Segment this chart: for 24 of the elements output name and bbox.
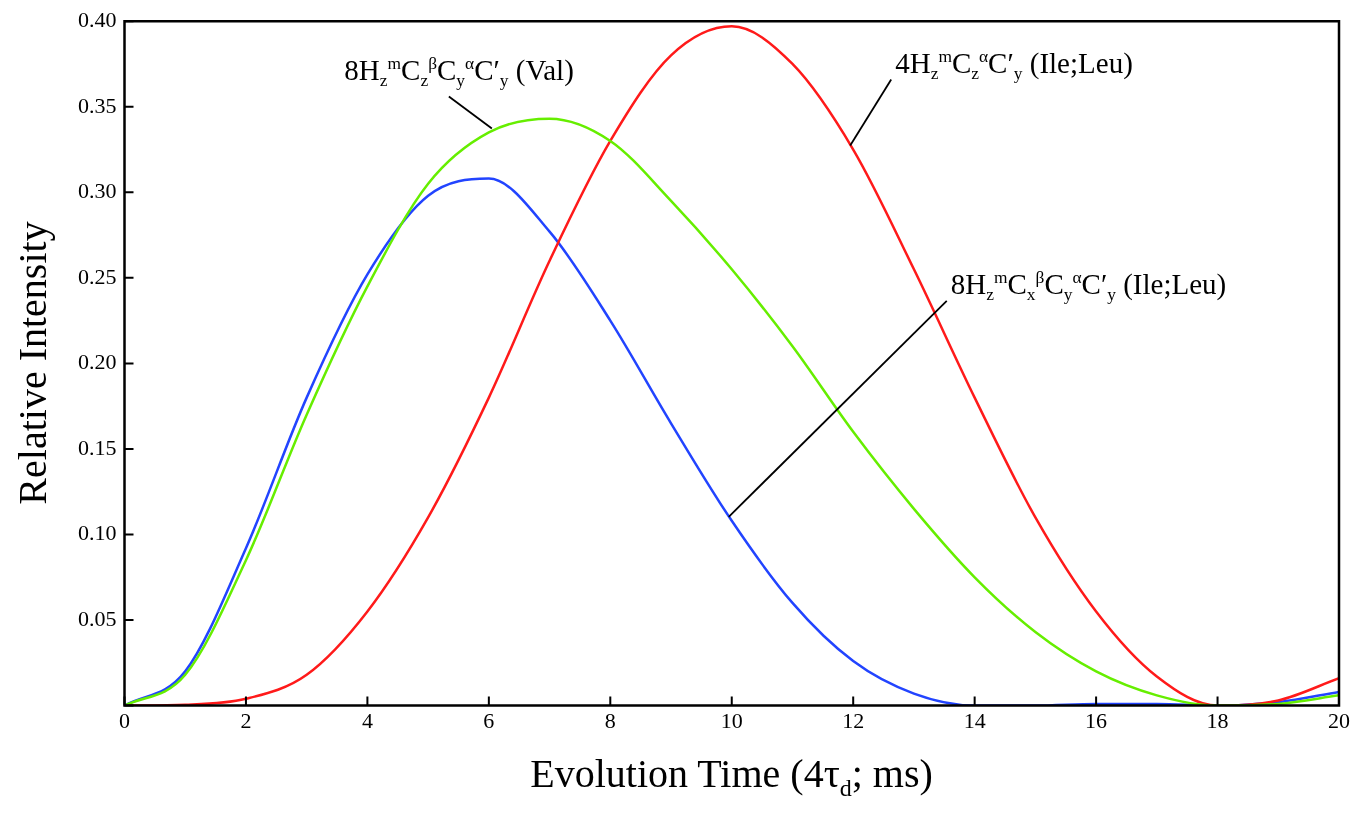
x-axis-title: Evolution Time (4τ$_{d}$; ms)	[530, 750, 933, 801]
x-tick-label: 18	[1206, 707, 1229, 733]
x-tick-label: 6	[483, 707, 495, 733]
y-tick-label: 0.25	[78, 263, 117, 289]
x-tick-label: 12	[842, 707, 865, 733]
y-axis-title: Relative Intensity	[9, 221, 55, 506]
x-tick-label: 14	[963, 707, 986, 733]
text: 8H$_{z}$$^{m}$C$_{z}$$^{β}$C$_{y}$$^{α}$C′$_{y}$ (Val)	[344, 53, 574, 91]
x-tick-label: 8	[604, 707, 616, 733]
x-tick-label: 10	[720, 707, 743, 733]
text: 8H$_{z}$$^{m}$C$_{x}$$^{β}$C$_{y}$$^{α}$C′$_{y}$ (Ile;Leu)	[950, 267, 1227, 305]
y-tick-label: 0.40	[78, 6, 117, 32]
y-tick-label: 0.05	[78, 605, 117, 631]
x-tick-label: 2	[240, 707, 252, 733]
x-tick-label: 16	[1085, 707, 1108, 733]
y-tick-label: 0.10	[78, 520, 117, 546]
y-tick-label: 0.15	[78, 434, 117, 460]
y-tick-label: 0.20	[78, 349, 117, 375]
y-tick-label: 0.35	[78, 92, 117, 118]
y-tick-label: 0.30	[78, 178, 117, 204]
x-tick-label: 4	[361, 707, 373, 733]
text: 4H$_{z}$$^{m}$C$_{z}$$^{α}$C′$_{y}$ (Ile;Leu)	[895, 46, 1133, 84]
x-tick-label: 20	[1328, 707, 1350, 733]
x-tick-label: 0	[119, 707, 130, 733]
